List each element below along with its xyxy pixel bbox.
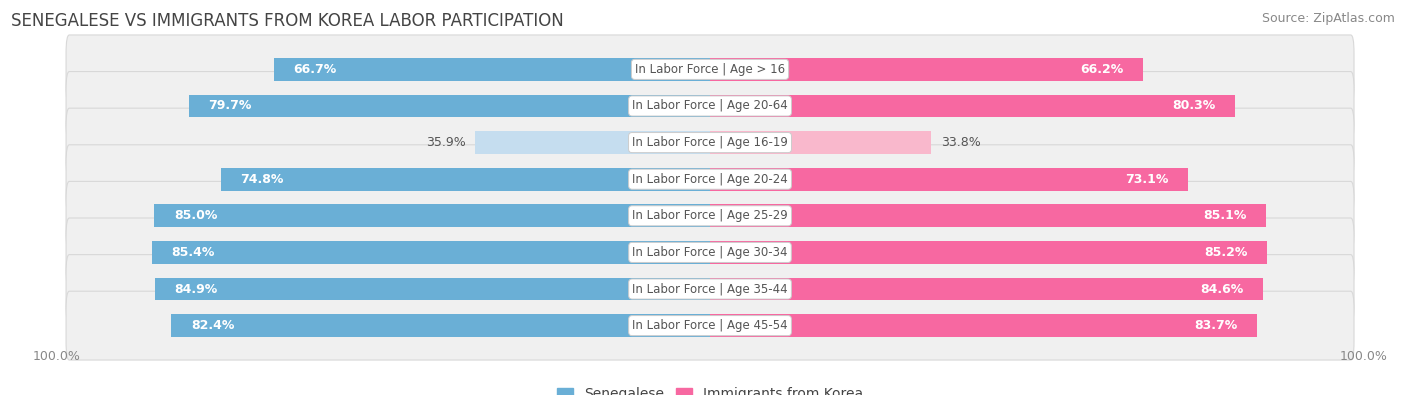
FancyBboxPatch shape [66,35,1354,104]
Text: In Labor Force | Age 20-64: In Labor Force | Age 20-64 [633,100,787,113]
Text: In Labor Force | Age 35-44: In Labor Force | Age 35-44 [633,282,787,295]
Bar [274,58,710,81]
Bar [710,278,1263,300]
Text: 35.9%: 35.9% [426,136,465,149]
Bar [710,58,1143,81]
FancyBboxPatch shape [66,291,1354,360]
Bar [155,278,710,300]
Bar [710,131,931,154]
Text: 83.7%: 83.7% [1194,319,1237,332]
Text: 82.4%: 82.4% [191,319,235,332]
Text: 85.4%: 85.4% [172,246,215,259]
Text: 85.0%: 85.0% [174,209,218,222]
FancyBboxPatch shape [66,255,1354,324]
Bar [710,95,1234,117]
FancyBboxPatch shape [66,108,1354,177]
Text: 66.7%: 66.7% [294,63,337,76]
Text: 74.8%: 74.8% [240,173,284,186]
Text: 85.2%: 85.2% [1204,246,1247,259]
Bar [152,241,710,264]
Text: 84.6%: 84.6% [1201,282,1243,295]
FancyBboxPatch shape [66,218,1354,287]
Text: 33.8%: 33.8% [941,136,980,149]
Text: 79.7%: 79.7% [208,100,252,113]
Legend: Senegalese, Immigrants from Korea: Senegalese, Immigrants from Korea [551,382,869,395]
Text: 66.2%: 66.2% [1080,63,1123,76]
Bar [710,205,1267,227]
Bar [221,168,710,190]
Text: 85.1%: 85.1% [1204,209,1247,222]
Text: In Labor Force | Age 16-19: In Labor Force | Age 16-19 [633,136,787,149]
Bar [155,205,710,227]
FancyBboxPatch shape [66,71,1354,140]
Text: In Labor Force | Age > 16: In Labor Force | Age > 16 [636,63,785,76]
Text: 80.3%: 80.3% [1173,100,1215,113]
Text: 73.1%: 73.1% [1125,173,1168,186]
Bar [188,95,710,117]
Text: 84.9%: 84.9% [174,282,218,295]
Bar [710,241,1267,264]
FancyBboxPatch shape [66,145,1354,214]
Bar [475,131,710,154]
Bar [172,314,710,337]
FancyBboxPatch shape [66,181,1354,250]
Text: In Labor Force | Age 25-29: In Labor Force | Age 25-29 [633,209,787,222]
Bar [710,168,1188,190]
Text: Source: ZipAtlas.com: Source: ZipAtlas.com [1261,12,1395,25]
Bar [710,314,1257,337]
Text: In Labor Force | Age 45-54: In Labor Force | Age 45-54 [633,319,787,332]
Text: In Labor Force | Age 20-24: In Labor Force | Age 20-24 [633,173,787,186]
Text: SENEGALESE VS IMMIGRANTS FROM KOREA LABOR PARTICIPATION: SENEGALESE VS IMMIGRANTS FROM KOREA LABO… [11,12,564,30]
Text: In Labor Force | Age 30-34: In Labor Force | Age 30-34 [633,246,787,259]
